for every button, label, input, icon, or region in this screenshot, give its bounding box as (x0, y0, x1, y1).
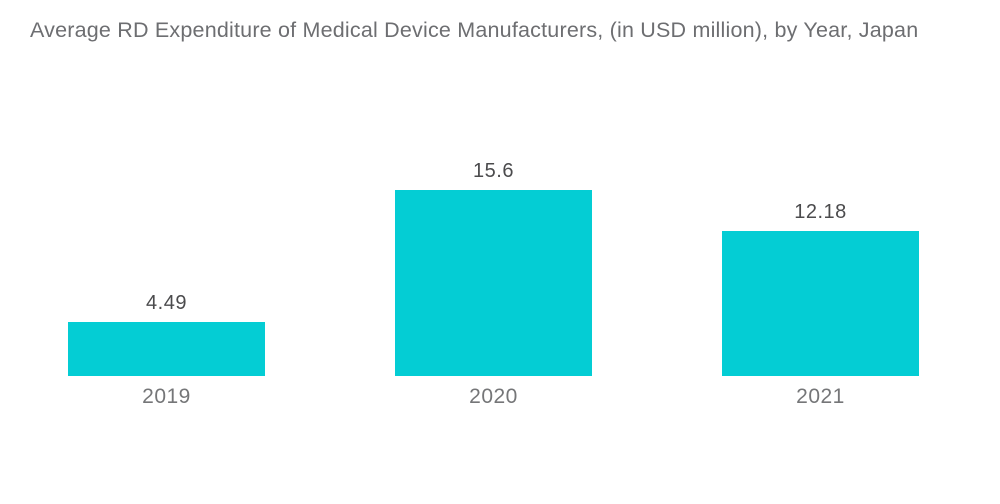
bar-group-2020: 15.6 2020 (395, 160, 592, 408)
bar-value-label-2021: 12.18 (794, 201, 847, 223)
bar-group-2019: 4.49 2019 (68, 292, 265, 408)
plot-area: 4.49 2019 15.6 2020 12.18 2021 (0, 44, 1000, 408)
x-axis-tick-label-2019: 2019 (142, 385, 191, 408)
x-axis-tick-label-2020: 2020 (469, 385, 518, 408)
chart-title: Average RD Expenditure of Medical Device… (30, 18, 919, 42)
bar-value-label-2019: 4.49 (146, 292, 187, 314)
bar-group-2021: 12.18 2021 (722, 201, 919, 408)
bar-2020 (395, 190, 592, 376)
x-axis-tick-label-2021: 2021 (796, 385, 845, 408)
bar-2019 (68, 322, 265, 376)
bar-value-label-2020: 15.6 (473, 160, 514, 182)
bar-2021 (722, 231, 919, 376)
